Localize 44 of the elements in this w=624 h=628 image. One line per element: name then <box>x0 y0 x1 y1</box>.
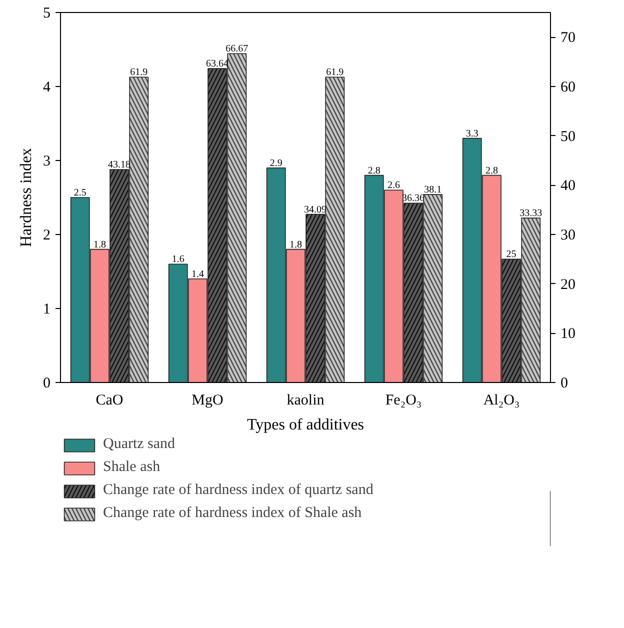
data-label: 1.4 <box>191 268 204 280</box>
x-tick-label: CaO <box>96 392 124 408</box>
x-axis-title: Types of additives <box>246 416 364 434</box>
data-label: 63.64 <box>206 58 229 70</box>
y2-tick-label: 40 <box>560 178 576 194</box>
y2-tick-label: 0 <box>560 376 568 392</box>
x-tick-label: kaolin <box>286 392 325 408</box>
data-label: 66.67 <box>226 44 248 55</box>
y2-tick-label: 50 <box>560 128 576 145</box>
y-tick-label: 1 <box>43 302 50 318</box>
y2-tick-label: 10 <box>560 326 576 342</box>
y2-tick-label: 70 <box>560 30 576 46</box>
x-tick-label: Al₂O₃ <box>483 392 520 408</box>
data-label: 2.8 <box>485 165 498 176</box>
legend-label: Quartz sand <box>103 436 176 453</box>
x-tick-label: MgO <box>192 392 224 408</box>
y-tick-label: 3 <box>43 154 50 170</box>
data-label: 1.8 <box>289 239 302 250</box>
data-label: 33.33 <box>520 208 542 220</box>
legend-label: Change rate of hardness index of Shale ash <box>103 505 362 522</box>
data-label: 1.8 <box>93 239 106 250</box>
y2-tick-label: 20 <box>560 276 576 293</box>
y-tick-label: 4 <box>43 80 51 96</box>
y2-tick-label: 30 <box>560 228 576 244</box>
y-tick-label: 5 <box>43 6 50 22</box>
data-label: 43.18 <box>108 159 131 170</box>
data-label: 61.9 <box>130 67 148 78</box>
y-tick-label: 0 <box>43 376 50 392</box>
data-label: 2.5 <box>74 188 86 198</box>
legend-label: Change rate of hardness index of quartz sand <box>103 482 374 499</box>
data-label: 34.09 <box>304 204 327 216</box>
data-label: 25 <box>506 249 516 260</box>
data-label: 3.3 <box>466 128 478 140</box>
data-label: 1.6 <box>172 254 184 266</box>
x-tick-label: Fe₂O₃ <box>385 392 422 408</box>
legend-label: Shale ash <box>103 459 160 476</box>
y-tick-label: 2 <box>43 228 50 244</box>
y-axis-title: Hardness index <box>18 148 35 248</box>
data-label: 38.1 <box>424 184 442 196</box>
y2-tick-label: 60 <box>560 80 576 96</box>
data-label: 2.9 <box>270 158 282 169</box>
data-label: 2.8 <box>368 165 380 176</box>
data-label: 61.9 <box>326 67 344 78</box>
data-label: 2.6 <box>387 180 400 192</box>
